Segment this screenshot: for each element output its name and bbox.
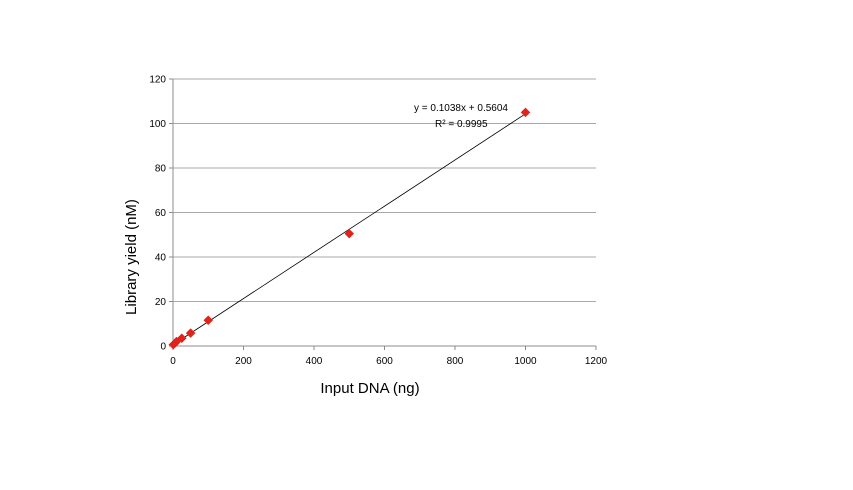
x-axis-title: Input DNA (ng)	[320, 380, 419, 397]
y-tick-label-80: 80	[155, 164, 167, 175]
axes	[169, 78, 597, 350]
trendline-equation: y = 0.1038x + 0.5604	[414, 103, 508, 114]
x-tick-labels: 0 200 400 600 800 1000 1200	[170, 356, 607, 367]
x-tick-label-600: 600	[376, 356, 393, 367]
x-tick-label-400: 400	[306, 356, 323, 367]
y-axis-title: Library yield (nM)	[123, 199, 140, 315]
x-tick-label-0: 0	[170, 356, 176, 367]
data-point-7	[520, 107, 531, 118]
data-point-3	[176, 333, 187, 344]
y-tick-label-100: 100	[149, 119, 166, 130]
y-tick-label-0: 0	[160, 342, 166, 353]
y-tick-labels: 0 20 40 60 80 100 120	[149, 75, 166, 353]
trendline-r-squared: R² = 0.9995	[435, 119, 488, 130]
y-tick-label-60: 60	[155, 208, 167, 219]
y-tick-label-20: 20	[155, 297, 167, 308]
y-tick-label-40: 40	[155, 253, 167, 264]
x-tick-label-1200: 1200	[585, 356, 608, 367]
data-point-4	[185, 328, 196, 338]
data-point-5	[203, 315, 214, 326]
data-points	[168, 107, 531, 350]
data-point-6	[344, 228, 355, 239]
x-tick-label-800: 800	[447, 356, 464, 367]
x-tick-label-1000: 1000	[514, 356, 537, 367]
y-tick-label-120: 120	[149, 75, 166, 86]
grid-lines	[173, 78, 596, 302]
x-tick-label-200: 200	[235, 356, 252, 367]
